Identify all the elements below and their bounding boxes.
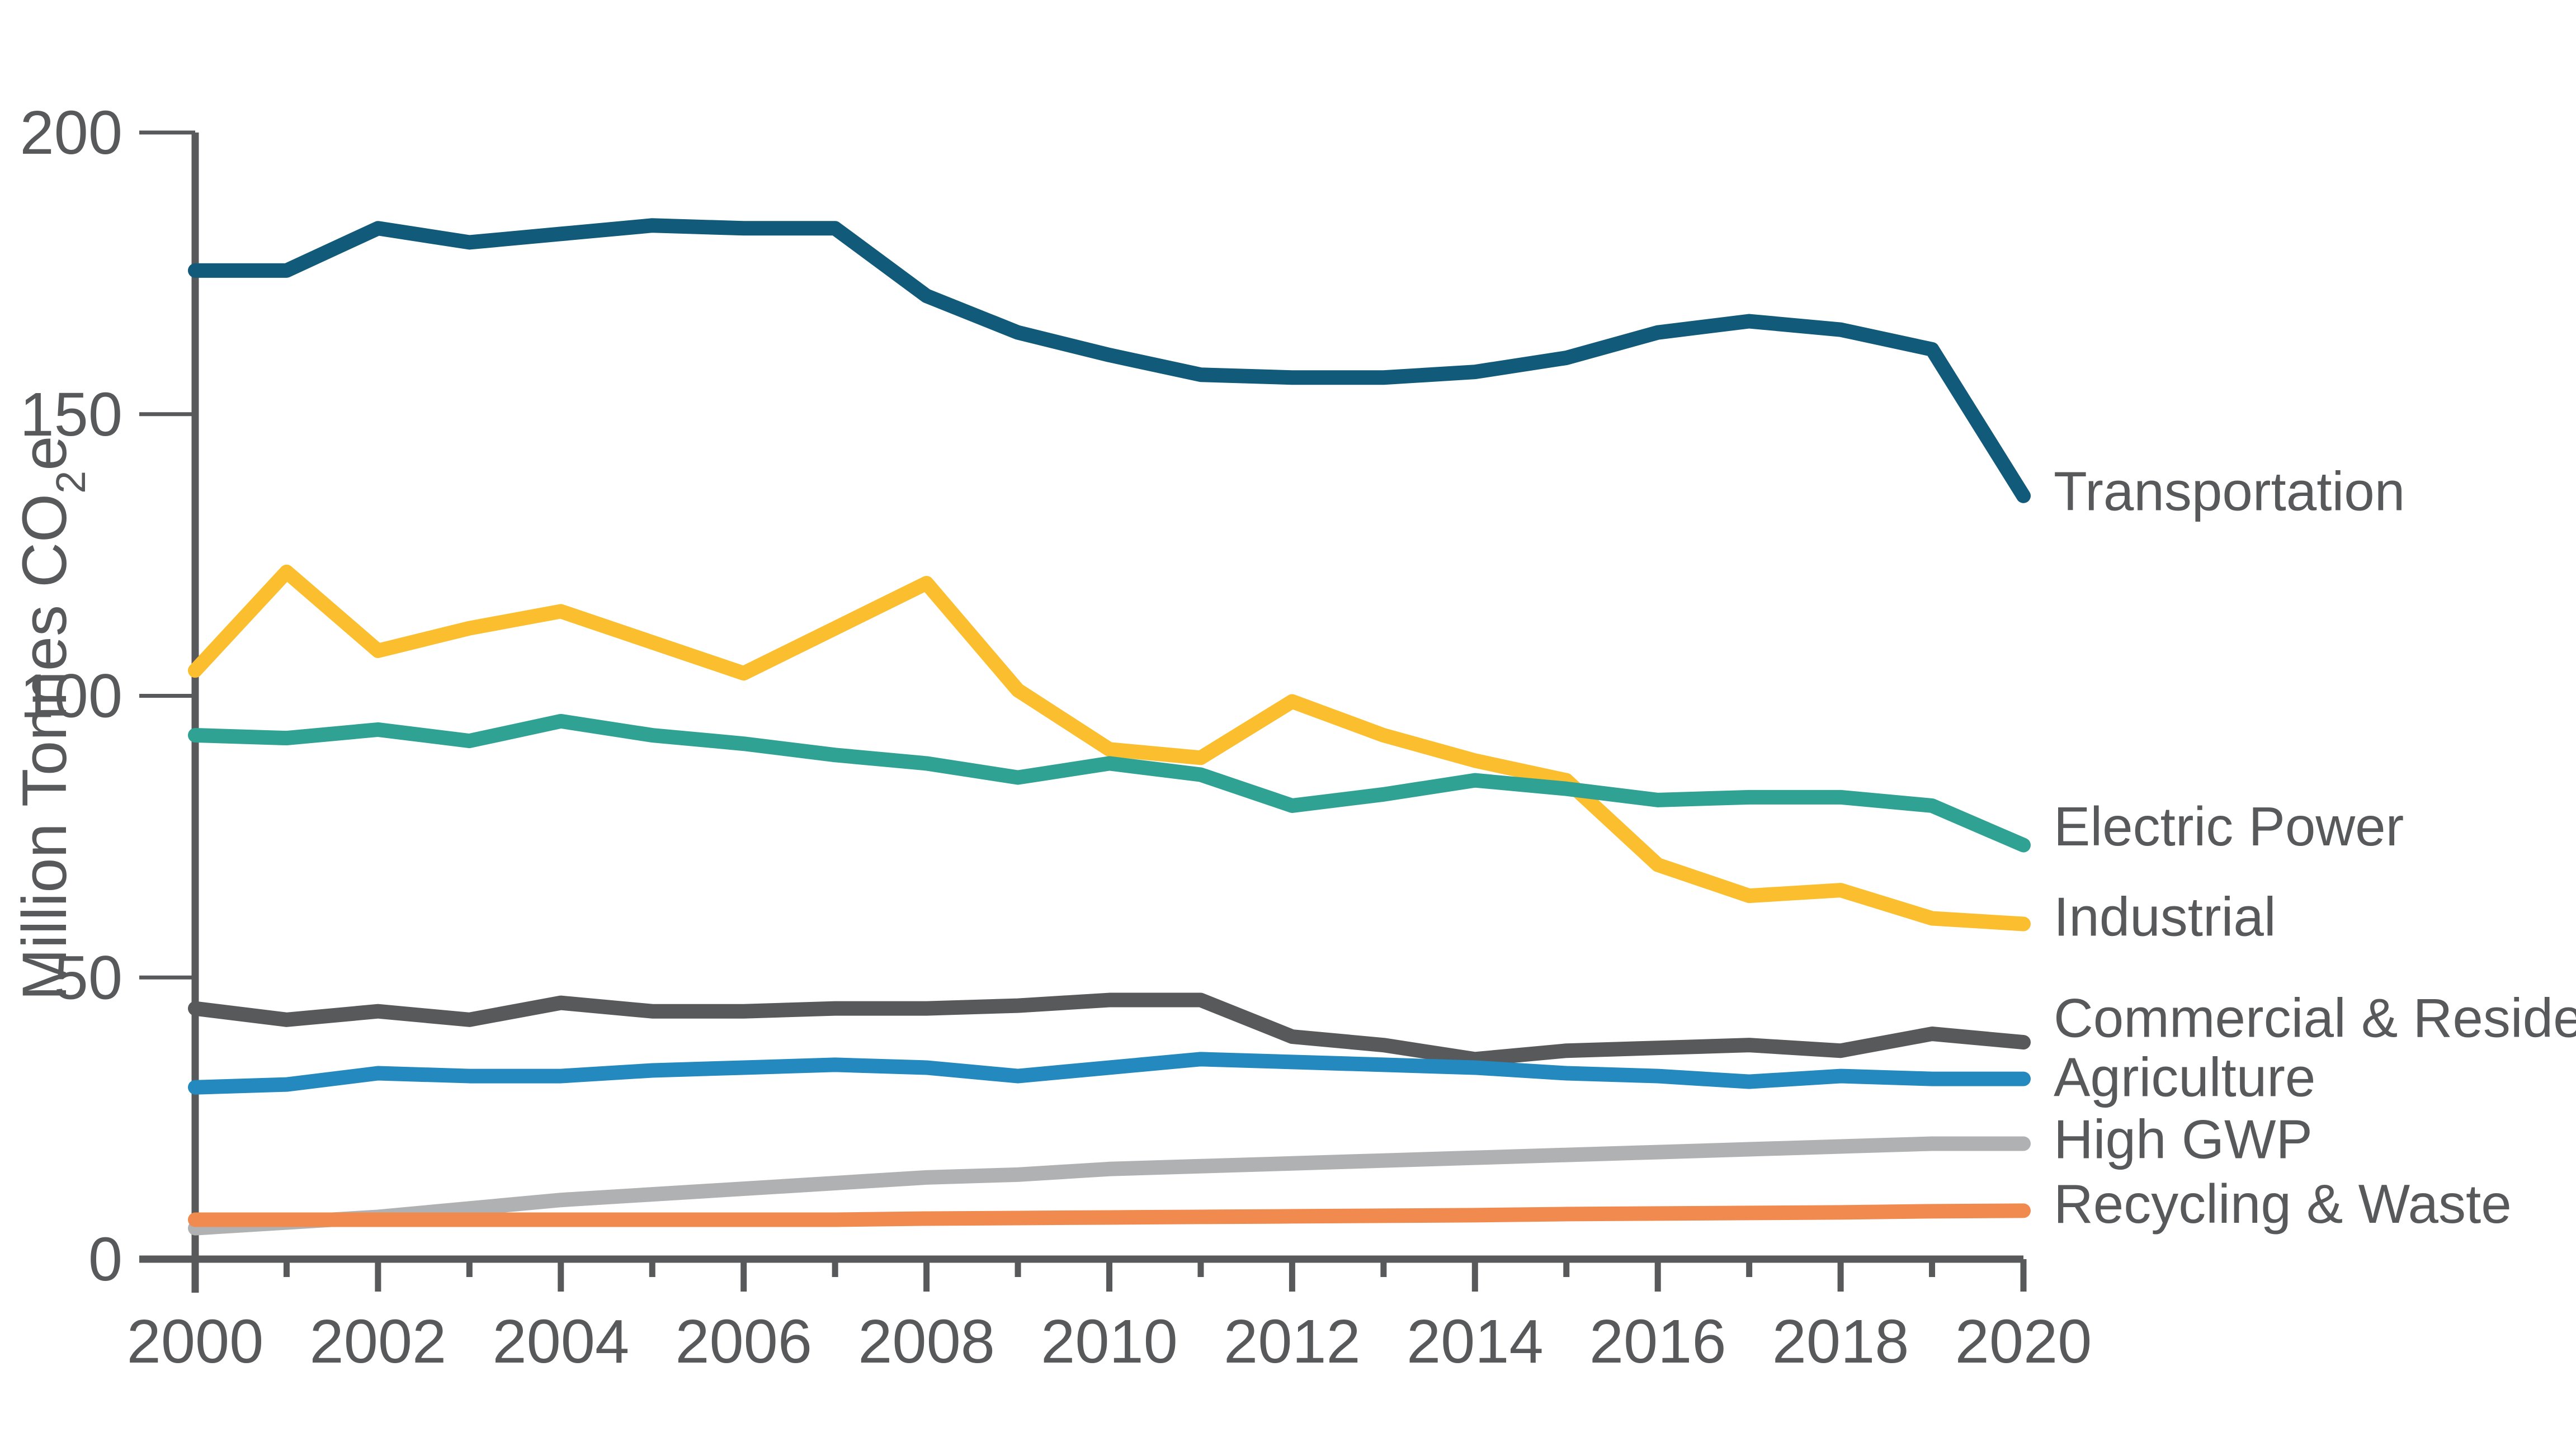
series-line-agriculture (188, 1052, 2031, 1095)
series-label-commercial-residential: Commercial & Residential (2054, 987, 2576, 1049)
y-axis-tick-labels: 0 50 100 150 200 (20, 98, 122, 1294)
series-line-transportation (188, 218, 2031, 503)
y-axis-title-subscript: 2 (48, 471, 94, 494)
y-axis-title-main: Million Tonnes CO (10, 494, 79, 1001)
series-label-transportation: Transportation (2054, 461, 2405, 522)
y-tick-label-150: 150 (20, 380, 122, 449)
x-tick-label-2016: 2016 (1589, 1307, 1726, 1376)
series-line-recycling-waste (188, 1203, 2031, 1227)
y-axis-title-text: Million Tonnes CO2e (10, 436, 94, 1000)
series-line-commercial-residential (188, 992, 2031, 1067)
x-tick-label-2010: 2010 (1041, 1307, 1178, 1376)
series-end-labels: Transportation Industrial Electric Power Co… (2054, 461, 2576, 1235)
x-tick-label-2014: 2014 (1407, 1307, 1544, 1376)
series-label-industrial: Industrial (2054, 886, 2276, 947)
x-tick-label-2000: 2000 (127, 1307, 264, 1376)
y-tick-label-200: 200 (20, 98, 122, 167)
axis-lines (139, 133, 2023, 1293)
y-axis-title-suffix: e (10, 436, 79, 470)
y-tick-label-100: 100 (20, 662, 122, 731)
x-tick-label-2018: 2018 (1772, 1307, 1909, 1376)
y-tick-label-50: 50 (54, 943, 122, 1012)
y-axis-title: Million Tonnes CO2e (10, 436, 94, 1000)
y-tick-label-0: 0 (88, 1225, 122, 1294)
x-tick-label-2012: 2012 (1224, 1307, 1361, 1376)
x-tick-label-2006: 2006 (675, 1307, 812, 1376)
series-lines (188, 218, 2031, 1236)
x-axis-ticks (192, 1259, 2027, 1292)
x-tick-label-2002: 2002 (310, 1307, 447, 1376)
series-line-high-gwp (188, 1136, 2031, 1236)
series-label-agriculture: Agriculture (2054, 1047, 2315, 1108)
x-axis-tick-labels: 2000 2002 2004 2006 2008 2010 2012 2014 2016 2018… (127, 1307, 2092, 1376)
x-tick-label-2008: 2008 (858, 1307, 995, 1376)
series-line-industrial (188, 564, 2031, 931)
series-label-recycling-waste: Recycling & Waste (2054, 1173, 2512, 1235)
series-line-electric-power (188, 713, 2031, 853)
x-tick-label-2004: 2004 (492, 1307, 629, 1376)
series-label-high-gwp: High GWP (2054, 1108, 2313, 1170)
x-tick-label-2020: 2020 (1955, 1307, 2092, 1376)
series-label-electric-power: Electric Power (2054, 796, 2404, 857)
